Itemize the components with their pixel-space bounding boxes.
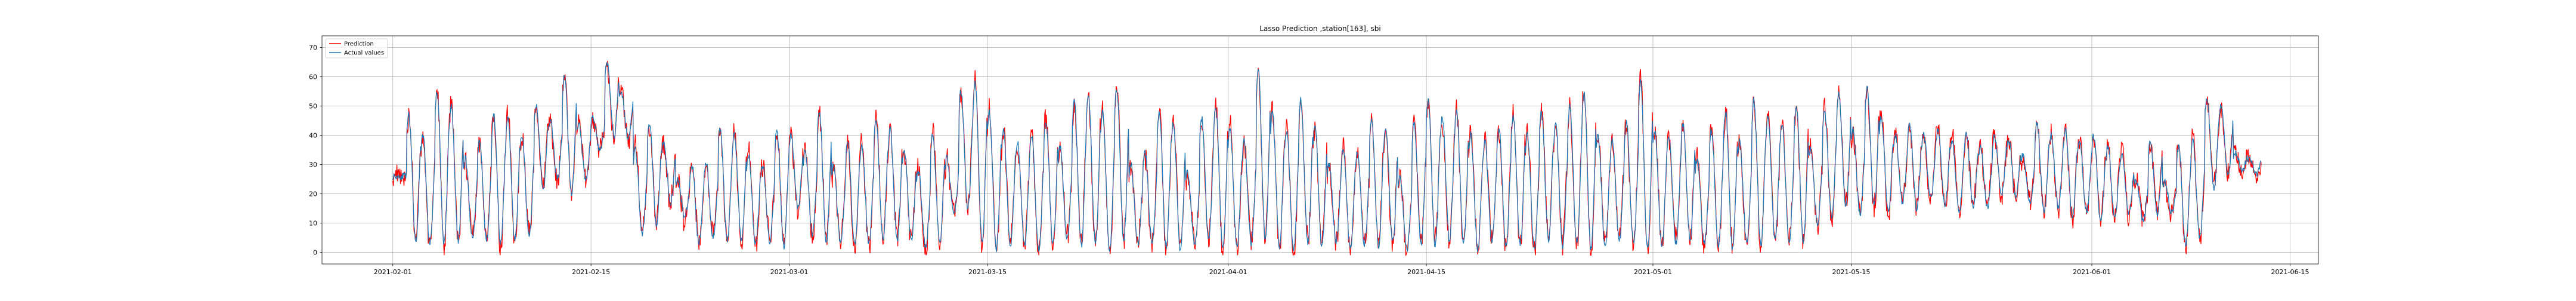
x-tick-label: 2021-03-15 [968,268,1007,276]
chart-title: Lasso Prediction ,station[163], sbi [1259,24,1380,33]
x-tick-label: 2021-05-01 [1634,268,1672,276]
x-tick-label: 2021-03-01 [770,268,809,276]
x-tick-label: 2021-02-15 [572,268,610,276]
x-tick-label: 2021-04-15 [1407,268,1445,276]
y-tick-label: 30 [309,161,317,168]
y-tick-label: 10 [309,219,317,227]
axis-ticks: 0 10 20 30 40 50 60 70 2021-02-01 2021-02-15 2021-… [309,44,2309,276]
y-tick-label: 60 [309,73,317,81]
legend-label-actual-values: Actual values [344,50,384,57]
x-tick-label: 2021-05-15 [1832,268,1870,276]
grid-lines [322,36,2318,264]
series-lines [392,60,2262,257]
y-tick-label: 0 [313,248,317,256]
x-tick-label: 2021-06-01 [2073,268,2111,276]
x-tick-label: 2021-02-01 [374,268,412,276]
legend-label-prediction: Prediction [344,41,374,48]
x-tick-label: 2021-04-01 [1209,268,1247,276]
y-tick-label: 70 [309,44,317,52]
series-line-actual-values [392,62,2262,253]
x-tick-label: 2021-06-15 [2271,268,2309,276]
y-tick-label: 20 [309,190,317,198]
legend: Prediction Actual values [325,38,388,59]
plot-frame [321,35,2319,265]
y-tick-label: 40 [309,132,317,140]
y-tick-label: 50 [309,103,317,110]
